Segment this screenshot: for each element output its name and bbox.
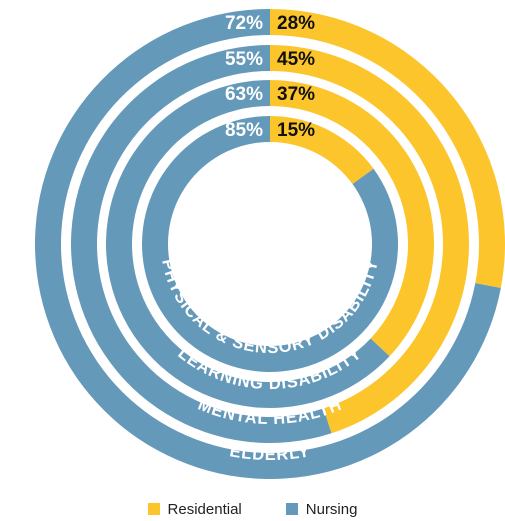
ring-learning-disability-residential-segment	[270, 80, 434, 357]
ring-mental-health-nursing-label: 55%	[225, 49, 263, 70]
ring-physical-and-sensory-disability-residential-segment	[270, 116, 374, 185]
ring-elderly-category-label: ELDERLY	[228, 442, 311, 464]
rings-layer	[34, 9, 505, 480]
legend-swatch-nursing	[285, 503, 298, 515]
legend-item-nursing: Nursing	[285, 500, 358, 518]
ring-learning-disability-nursing-label: 63%	[225, 84, 263, 105]
legend-label-nursing: Nursing	[305, 500, 358, 518]
legend: Residential Nursing	[0, 498, 505, 520]
legend-swatch-residential	[147, 503, 160, 515]
ring-elderly-nursing-label: 72%	[225, 13, 263, 34]
ring-elderly-residential-label: 28%	[277, 13, 315, 34]
ring-elderly-residential-segment	[270, 9, 505, 289]
ring-learning-disability-nursing-segment	[105, 80, 390, 409]
ring-learning-disability-residential-label: 37%	[277, 84, 315, 105]
ring-physical-and-sensory-disability-residential-label: 15%	[277, 120, 315, 141]
ring-mental-health-residential-segment	[270, 45, 470, 434]
legend-item-residential: Residential	[147, 500, 242, 518]
ring-physical-and-sensory-disability-nursing-label: 85%	[225, 120, 263, 141]
ring-mental-health-residential-label: 45%	[277, 49, 315, 70]
legend-label-residential: Residential	[167, 500, 242, 518]
